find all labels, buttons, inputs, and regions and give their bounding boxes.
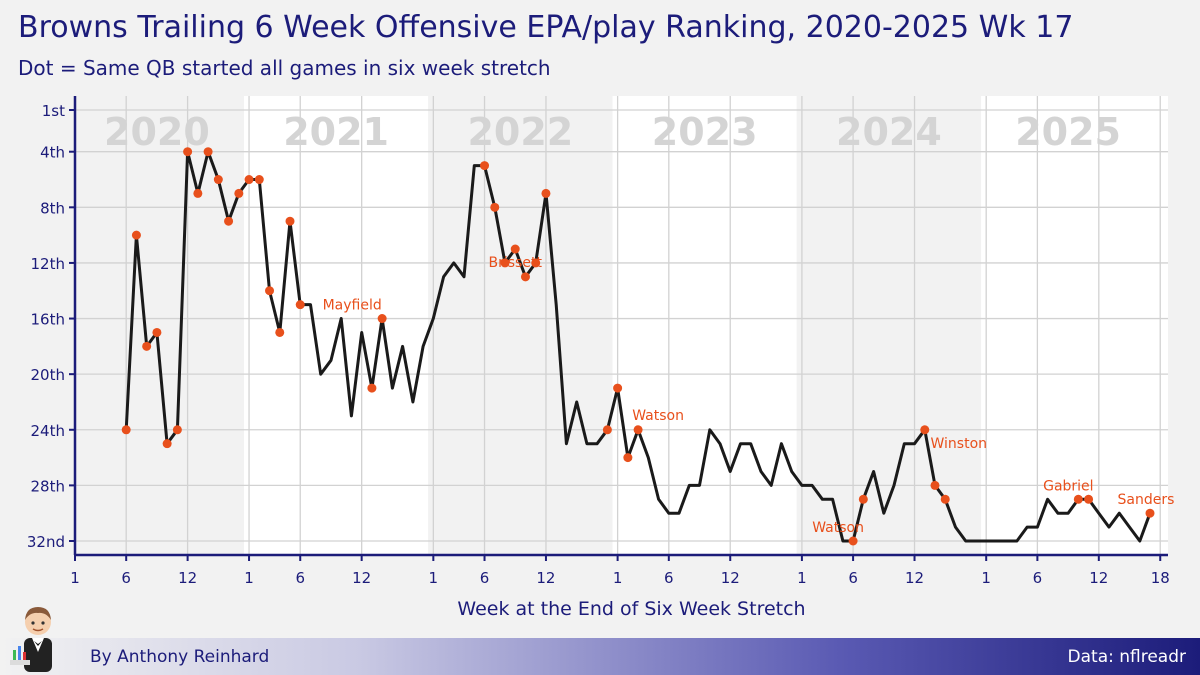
epa-ranking-chart: 2020 2021 2022 2023 2024 2025 1st 4th 8th 12th 16t… [27, 96, 1175, 620]
same-qb-dot [234, 188, 244, 198]
same-qb-dot [940, 494, 950, 504]
x-tick-label: 12 [721, 569, 740, 587]
same-qb-dot [510, 244, 520, 254]
same-qb-dot [500, 258, 510, 268]
x-tick-label: 1 [429, 569, 439, 587]
data-source: Data: nflreadr [1067, 647, 1186, 667]
same-qb-dot [131, 230, 141, 240]
x-tick-label: 6 [480, 569, 490, 587]
x-tick-label: 6 [121, 569, 131, 587]
season-band-2022 [428, 96, 613, 555]
same-qb-dot [1084, 494, 1094, 504]
x-tick-label: 1 [70, 569, 80, 587]
year-label-2023: 2023 [652, 110, 758, 154]
x-tick-label: 1 [244, 569, 254, 587]
y-tick-label: 32nd [27, 533, 65, 551]
season-band-2020 [75, 96, 244, 555]
same-qb-dot [920, 425, 930, 435]
x-tick-label: 1 [613, 569, 623, 587]
same-qb-dot [285, 216, 295, 226]
same-qb-dot [254, 175, 264, 185]
year-label-2022: 2022 [467, 110, 573, 154]
same-qb-dot [613, 383, 623, 393]
plot-margin [1150, 96, 1168, 555]
same-qb-dot [224, 216, 234, 226]
y-tick-label: 4th [40, 144, 65, 162]
y-tick-label: 20th [31, 366, 65, 384]
x-tick-label: 18 [1151, 569, 1170, 587]
chart-title: Browns Trailing 6 Week Offensive EPA/pla… [18, 10, 1074, 45]
qb-annotation-label: Brissett [489, 255, 543, 271]
y-tick-label: 16th [31, 311, 65, 329]
same-qb-dot [193, 188, 203, 198]
x-tick-label: 12 [1089, 569, 1108, 587]
season-band-2023 [612, 96, 797, 555]
x-tick-label: 12 [905, 569, 924, 587]
season-band-2021 [243, 96, 429, 555]
y-tick-label: 28th [31, 477, 65, 495]
same-qb-dot [1073, 494, 1083, 504]
same-qb-dot [244, 175, 254, 185]
same-qb-dot [367, 383, 377, 393]
year-label-2025: 2025 [1015, 110, 1121, 154]
same-qb-dot [275, 327, 285, 337]
same-qb-dot [1145, 508, 1155, 518]
same-qb-dot [633, 425, 643, 435]
y-tick-label: 24th [31, 422, 65, 440]
same-qb-dot [183, 147, 193, 157]
same-qb-dot [377, 314, 387, 324]
season-band-2024 [796, 96, 982, 555]
same-qb-dot [121, 425, 131, 435]
same-qb-dot [172, 425, 182, 435]
author-avatar-icon [10, 607, 52, 672]
qb-annotation-label: Mayfield [323, 298, 382, 314]
x-tick-label: 6 [295, 569, 305, 587]
same-qb-dot [152, 327, 162, 337]
same-qb-dot [480, 161, 490, 171]
same-qb-dot [520, 272, 530, 282]
x-tick-label: 6 [848, 569, 858, 587]
same-qb-dot [213, 175, 223, 185]
same-qb-dot [541, 188, 551, 198]
y-tick-label: 1st [42, 102, 65, 120]
same-qb-dot [265, 286, 275, 296]
y-tick-label: 8th [40, 199, 65, 217]
year-label-2021: 2021 [283, 110, 389, 154]
x-tick-label: 1 [797, 569, 807, 587]
x-axis-title: Week at the End of Six Week Stretch [457, 598, 805, 620]
chart-subtitle: Dot = Same QB started all games in six w… [18, 56, 551, 80]
same-qb-dot [531, 258, 541, 268]
same-qb-dot [162, 439, 172, 449]
same-qb-dot [930, 480, 940, 490]
qb-annotation-label: Gabriel [1043, 478, 1093, 494]
x-tick-label: 12 [536, 569, 555, 587]
year-label-2024: 2024 [836, 110, 942, 154]
same-qb-dot [490, 202, 500, 212]
x-tick-label: 6 [664, 569, 674, 587]
same-qb-dot [203, 147, 213, 157]
same-qb-dot [142, 341, 152, 351]
byline: By Anthony Reinhard [90, 647, 270, 667]
y-tick-label: 12th [31, 255, 65, 273]
season-band-2025 [981, 96, 1150, 555]
year-label-2020: 2020 [104, 110, 210, 154]
x-tick-label: 12 [178, 569, 197, 587]
x-tick-label: 6 [1033, 569, 1043, 587]
same-qb-dot [602, 425, 612, 435]
x-tick-label: 12 [352, 569, 371, 587]
same-qb-dot [858, 494, 868, 504]
qb-annotation-label: Watson [812, 520, 864, 536]
qb-annotation-label: Sanders [1118, 492, 1175, 508]
same-qb-dot [623, 453, 633, 463]
same-qb-dot [848, 536, 858, 546]
same-qb-dot [295, 300, 305, 310]
footer-bar: By Anthony Reinhard Data: nflreadr [0, 638, 1200, 675]
qb-annotation-label: Watson [632, 408, 684, 424]
qb-annotation-label: Winston [930, 436, 987, 452]
x-tick-label: 1 [981, 569, 991, 587]
